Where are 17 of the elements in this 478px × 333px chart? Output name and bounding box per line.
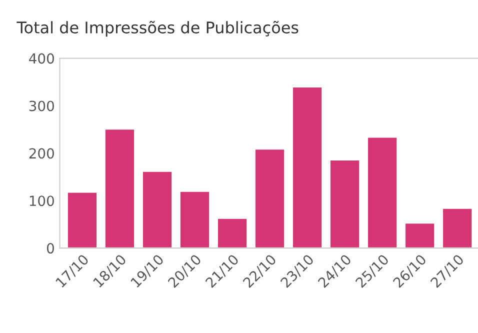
y-tick-label: 300 <box>29 100 54 112</box>
bar <box>66 191 98 248</box>
bar <box>329 159 361 248</box>
y-tick-label: 200 <box>29 148 54 159</box>
bar <box>442 208 474 248</box>
chart-title: Total de Impressões de Publicações <box>16 20 298 37</box>
bar <box>292 86 324 248</box>
bar <box>104 128 136 248</box>
y-tick-label: 100 <box>30 196 54 206</box>
bar <box>179 190 210 248</box>
bar <box>404 222 436 248</box>
bar <box>216 217 248 248</box>
bar <box>142 170 173 248</box>
bar <box>254 148 286 248</box>
y-tick-label: 0 <box>46 243 54 254</box>
bar <box>366 136 398 248</box>
y-tick-label: 400 <box>29 53 54 64</box>
